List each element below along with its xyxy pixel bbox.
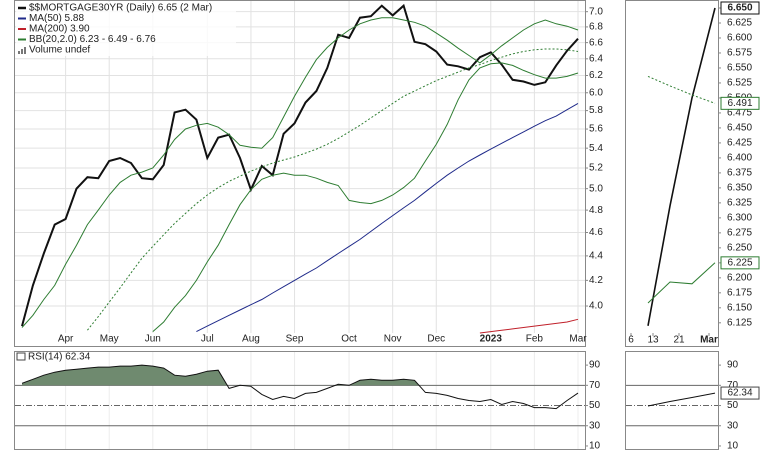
value-label-box (720, 96, 760, 110)
y-tick-label: 70 (727, 380, 739, 391)
x-tick-label: Nov (384, 334, 402, 345)
y-tick-label: 6.450 (727, 123, 752, 134)
y-tick-label: 4.8 (589, 205, 603, 216)
x-tick-label: Feb (526, 334, 544, 345)
y-tick-label: 6.300 (727, 213, 752, 224)
y-tick-label: 10 (589, 441, 601, 450)
y-tick-label: 6.6 (589, 37, 603, 48)
value-label: 6.650 (727, 3, 752, 14)
y-tick-label: 4.6 (589, 227, 603, 238)
legend-label: BB(20,2.0) 6.23 - 6.49 - 6.76 (29, 34, 156, 45)
value-label-box (720, 386, 760, 400)
value-label-box (720, 1, 760, 15)
zoom-panel (625, 0, 719, 347)
rsi-line (647, 392, 716, 407)
y-tick-label: 6.2 (589, 70, 603, 81)
legend-swatch (24, 47, 26, 54)
legend-label: MA(200) 3.90 (29, 24, 90, 35)
y-tick-label: 5.8 (589, 105, 603, 116)
value-label: 62.34 (727, 388, 752, 399)
y-tick-label: 6.250 (727, 242, 752, 253)
y-tick-label: 5.4 (589, 143, 603, 154)
x-tick-label: 13 (647, 335, 659, 346)
band-line (152, 62, 579, 332)
y-tick-label: 5.6 (589, 124, 603, 135)
zoom-rsi-panel (625, 351, 719, 450)
y-tick-label: 70 (589, 380, 601, 391)
y-tick-label: 6.625 (727, 18, 752, 29)
y-tick-label: 6.0 (589, 87, 603, 98)
y-tick-label: 90 (727, 360, 739, 371)
y-tick-label: 6.525 (727, 78, 752, 89)
legend-bg (16, 2, 236, 56)
x-tick-label: 21 (673, 335, 685, 346)
y-tick-label: 6.150 (727, 302, 752, 313)
y-tick-label: 6.325 (727, 198, 752, 209)
y-tick-label: 6.4 (589, 53, 603, 64)
x-tick-label: Oct (341, 334, 357, 345)
x-tick-label: 2023 (480, 334, 503, 345)
y-tick-label: 6.275 (727, 228, 752, 239)
series-line (21, 3, 579, 327)
y-tick-label: 6.350 (727, 183, 752, 194)
x-tick-label: Dec (427, 334, 445, 345)
x-tick-label: Mar (569, 334, 587, 345)
y-tick-label: 4.0 (589, 301, 603, 312)
y-tick-label: 5.0 (589, 183, 603, 194)
y-tick-label: 30 (727, 420, 739, 431)
y-tick-label: 6.550 (727, 63, 752, 74)
y-tick-label: 6.475 (727, 108, 752, 119)
value-label: 6.225 (727, 257, 752, 268)
series-line (647, 7, 716, 326)
y-tick-label: 50 (727, 400, 739, 411)
y-tick-label: 6.200 (727, 272, 752, 283)
x-tick-label: Aug (242, 334, 260, 345)
y-tick-label: 6.175 (727, 287, 752, 298)
legend-swatch (21, 49, 23, 54)
legend-swatch (16, 352, 26, 361)
plot-layer: 4.0 4.2 4.4 4.6 4.8 5.0 5.2 5.4 5.6 5.8 6.0 6.2 6.4 6… (15, 1, 760, 450)
x-tick-label: May (100, 334, 119, 345)
x-tick-label: Jul (201, 334, 214, 345)
y-tick-label: 6.575 (727, 48, 752, 59)
legend-swatch (18, 51, 20, 54)
rsi-line (21, 364, 579, 410)
legend-label: MA(50) 5.88 (29, 13, 84, 24)
legend-label: Volume undef (29, 45, 90, 56)
legend-label: $$MORTGAGE30YR (Daily) 6.65 (2 Mar) (29, 3, 212, 14)
y-tick-label: 6.375 (727, 168, 752, 179)
value-label-box (720, 256, 760, 270)
y-tick-label: 7.0 (589, 6, 603, 17)
x-tick-label: Sep (286, 334, 304, 345)
y-tick-label: 10 (727, 441, 739, 450)
y-tick-label: 6.600 (727, 33, 752, 44)
y-tick-label: 4.4 (589, 251, 603, 262)
y-tick-label: 90 (589, 360, 601, 371)
series-line (479, 318, 579, 334)
rsi-title: RSI(14) 62.34 (28, 352, 91, 363)
y-tick-label: 50 (589, 400, 601, 411)
y-tick-label: 5.2 (589, 163, 603, 174)
y-tick-label: 6.400 (727, 153, 752, 164)
rsi-panel (14, 351, 586, 450)
y-tick-label: 30 (589, 420, 601, 431)
y-tick-label: 6.8 (589, 22, 603, 33)
series-line (196, 102, 579, 333)
y-tick-label: 4.2 (589, 275, 603, 286)
x-tick-label: Mar (700, 335, 718, 346)
band-line (21, 17, 579, 328)
x-tick-label: Jun (145, 334, 161, 345)
x-tick-label: 6 (628, 335, 634, 346)
series-line (647, 262, 716, 304)
overbought-fill (22, 365, 420, 386)
y-tick-label: 6.425 (727, 138, 752, 149)
value-label: 6.491 (727, 98, 752, 109)
x-tick-label: Apr (58, 334, 74, 345)
y-tick-label: 6.125 (727, 317, 752, 328)
